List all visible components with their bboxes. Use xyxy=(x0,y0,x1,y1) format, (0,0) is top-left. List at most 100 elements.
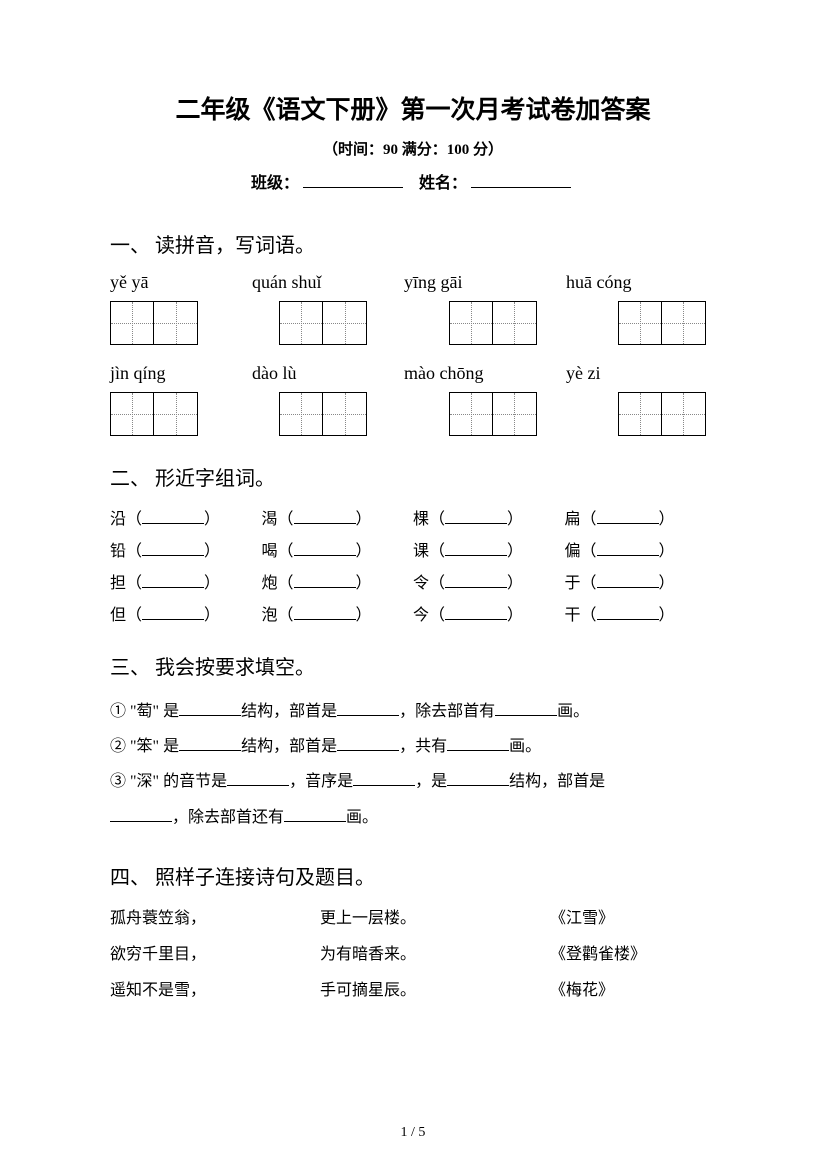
pinyin-text: mào chōng xyxy=(404,363,554,384)
class-label: 班级： xyxy=(251,175,299,192)
q2-item: 干（） xyxy=(565,601,717,625)
q2-item: 棵（） xyxy=(413,505,565,529)
q2-item: 今（） xyxy=(413,601,565,625)
name-blank[interactable] xyxy=(471,174,571,188)
class-blank[interactable] xyxy=(303,174,403,188)
fill-blank[interactable] xyxy=(294,608,356,620)
q2-item: 铅（） xyxy=(110,537,262,561)
text: ，除去部首有 xyxy=(399,703,495,720)
fill-blank[interactable] xyxy=(294,512,356,524)
q2-item: 沿（） xyxy=(110,505,262,529)
q2-item: 令（） xyxy=(413,569,565,593)
text: ，除去部首还有 xyxy=(172,809,284,826)
q2-item: 扁（） xyxy=(565,505,717,529)
q3-line-1: ① "萄" 是 结构，部首是 ，除去部首有 画。 xyxy=(110,694,716,729)
tianzi-box[interactable] xyxy=(279,392,367,436)
tianzi-box[interactable] xyxy=(279,301,367,345)
fill-blank[interactable] xyxy=(447,774,509,786)
q2-item: 课（） xyxy=(413,537,565,561)
fill-blank[interactable] xyxy=(353,774,415,786)
student-info-line: 班级： 姓名： xyxy=(110,169,716,193)
fill-blank[interactable] xyxy=(179,704,241,716)
document-title: 二年级《语文下册》第一次月考试卷加答案 xyxy=(110,90,716,126)
fill-blank[interactable] xyxy=(294,544,356,556)
pinyin-text: huā cóng xyxy=(566,272,706,293)
q2-item: 于（） xyxy=(565,569,717,593)
pinyin-row-2: jìn qíng dào lù mào chōng yè zi xyxy=(110,363,716,384)
q2-item: 喝（） xyxy=(262,537,414,561)
text: ③ "深" 的音节是 xyxy=(110,773,227,790)
fill-blank[interactable] xyxy=(227,774,289,786)
fill-blank[interactable] xyxy=(142,512,204,524)
fill-blank[interactable] xyxy=(445,608,507,620)
fill-blank[interactable] xyxy=(445,512,507,524)
section-1: 一、 读拼音，写词语。 yě yā quán shuǐ yīng gāi huā… xyxy=(110,229,716,436)
fill-blank[interactable] xyxy=(445,576,507,588)
fill-blank[interactable] xyxy=(179,739,241,751)
tianzi-box[interactable] xyxy=(110,301,198,345)
section-4-heading: 四、 照样子连接诗句及题目。 xyxy=(110,861,716,890)
q4-cell: 更上一层楼。 xyxy=(320,904,550,928)
fill-blank[interactable] xyxy=(597,512,659,524)
fill-blank[interactable] xyxy=(597,576,659,588)
tianzi-box[interactable] xyxy=(618,392,706,436)
text: ，音序是 xyxy=(289,773,353,790)
q3-line-3: ③ "深" 的音节是 ，音序是 ，是 结构，部首是 xyxy=(110,764,716,799)
q3-line-2: ② "笨" 是结构，部首是，共有画。 xyxy=(110,729,716,764)
fill-blank[interactable] xyxy=(597,608,659,620)
section-2: 二、 形近字组词。 沿（）渴（）棵（）扁（）铅（）喝（）课（）偏（）担（）炮（）… xyxy=(110,462,716,625)
q3-line-3b: ，除去部首还有 画。 xyxy=(110,800,716,835)
text: ① "萄" 是 xyxy=(110,703,179,720)
text: 结构，部首是 xyxy=(509,773,605,790)
pinyin-text: quán shuǐ xyxy=(252,272,392,293)
pinyin-text: yè zi xyxy=(566,363,706,384)
text: ，共有 xyxy=(399,738,447,755)
pinyin-text: yě yā xyxy=(110,272,240,293)
q4-row: 遥知不是雪，手可摘星辰。《梅花》 xyxy=(110,976,716,1000)
q2-item: 渴（） xyxy=(262,505,414,529)
text: 结构，部首是 xyxy=(241,703,337,720)
section-1-heading: 一、 读拼音，写词语。 xyxy=(110,229,716,258)
fill-blank[interactable] xyxy=(142,608,204,620)
text: 画。 xyxy=(557,703,589,720)
fill-blank[interactable] xyxy=(445,544,507,556)
fill-blank[interactable] xyxy=(337,704,399,716)
fill-blank[interactable] xyxy=(284,810,346,822)
q2-item: 担（） xyxy=(110,569,262,593)
q2-item: 泡（） xyxy=(262,601,414,625)
q4-row: 孤舟蓑笠翁，更上一层楼。《江雪》 xyxy=(110,904,716,928)
q4-cell: 《江雪》 xyxy=(550,904,700,928)
tianzi-row-1 xyxy=(110,301,716,345)
tianzi-box[interactable] xyxy=(449,392,537,436)
pinyin-text: dào lù xyxy=(252,363,392,384)
fill-blank[interactable] xyxy=(142,576,204,588)
q4-cell: 欲穷千里目， xyxy=(110,940,320,964)
q2-item: 但（） xyxy=(110,601,262,625)
q2-row: 沿（）渴（）棵（）扁（） xyxy=(110,505,716,529)
tianzi-box[interactable] xyxy=(618,301,706,345)
tianzi-box[interactable] xyxy=(110,392,198,436)
text: ② "笨" 是 xyxy=(110,738,179,755)
q4-row: 欲穷千里目，为有暗香来。《登鹳雀楼》 xyxy=(110,940,716,964)
document-subtitle: （时间：90 满分：100 分） xyxy=(110,138,716,159)
name-label: 姓名： xyxy=(419,175,467,192)
fill-blank[interactable] xyxy=(447,739,509,751)
q4-cell: 为有暗香来。 xyxy=(320,940,550,964)
section-4: 四、 照样子连接诗句及题目。 孤舟蓑笠翁，更上一层楼。《江雪》欲穷千里目，为有暗… xyxy=(110,861,716,1000)
q2-item: 炮（） xyxy=(262,569,414,593)
fill-blank[interactable] xyxy=(337,739,399,751)
fill-blank[interactable] xyxy=(597,544,659,556)
q4-cell: 遥知不是雪， xyxy=(110,976,320,1000)
fill-blank[interactable] xyxy=(495,704,557,716)
section-3-heading: 三、 我会按要求填空。 xyxy=(110,651,716,680)
q2-row: 但（）泡（）今（）干（） xyxy=(110,601,716,625)
fill-blank[interactable] xyxy=(110,810,172,822)
pinyin-row-1: yě yā quán shuǐ yīng gāi huā cóng xyxy=(110,272,716,293)
tianzi-box[interactable] xyxy=(449,301,537,345)
text: 画。 xyxy=(346,809,378,826)
fill-blank[interactable] xyxy=(142,544,204,556)
q4-cell: 手可摘星辰。 xyxy=(320,976,550,1000)
text: ，是 xyxy=(415,773,447,790)
text: 结构，部首是 xyxy=(241,738,337,755)
fill-blank[interactable] xyxy=(294,576,356,588)
